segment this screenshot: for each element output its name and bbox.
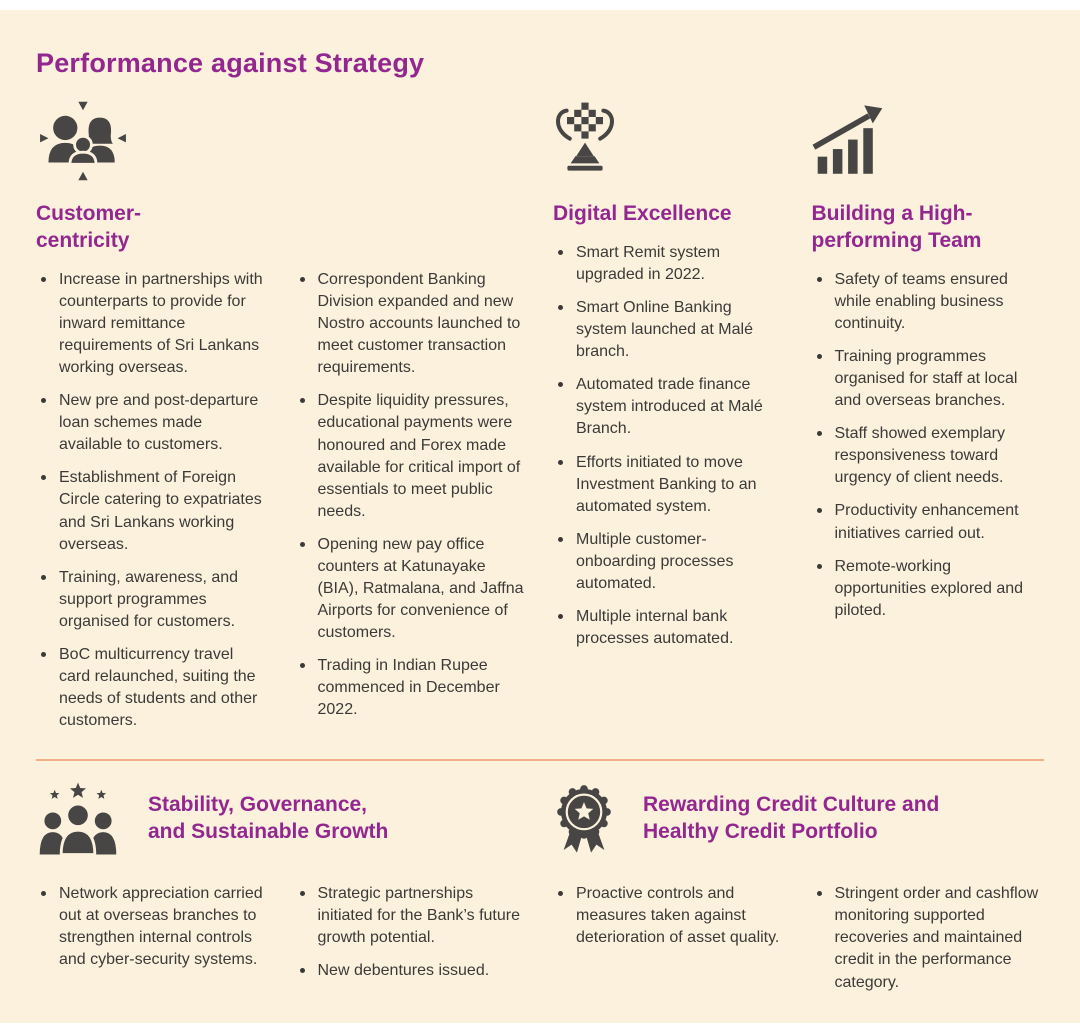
section-digital-excellence: Digital Excellence Smart Remit system up…	[553, 89, 786, 743]
list-item: Safety of teams ensured while enabling b…	[812, 269, 1045, 335]
list-item: Proactive controls and measures taken ag…	[553, 883, 786, 949]
list-item: Trading in Indian Rupee commenced in Dec…	[295, 655, 528, 721]
list-item: Increase in partnerships with counterpar…	[36, 269, 269, 379]
list-item: Training, awareness, and support program…	[36, 567, 269, 633]
page-title: Performance against Strategy	[36, 48, 425, 78]
content-canvas: Performance against Strategy	[0, 10, 1080, 1023]
rewarding-credit-list-2: Stringent order and cashflow monitoring …	[812, 883, 1045, 1004]
list-item: Multiple internal bank processes automat…	[553, 606, 786, 650]
list-item: Efforts initiated to move Investment Ban…	[553, 452, 786, 518]
list-item: Remote-working opportunities explored an…	[812, 556, 1045, 622]
trophy-icon	[556, 102, 614, 171]
stability-governance-list-1: Network appreciation carried out at over…	[36, 883, 269, 993]
list-item: New debentures issued.	[295, 960, 528, 982]
section-customer-centricity: Customer- centricity Increase in partner…	[36, 89, 269, 743]
section-customer-centricity-cont: Correspondent Banking Division expanded …	[295, 89, 528, 743]
high-performing-team-list: Safety of teams ensured while enabling b…	[812, 269, 1045, 622]
list-item: Despite liquidity pressures, educational…	[295, 390, 528, 522]
rewarding-credit-list-1: Proactive controls and measures taken ag…	[553, 883, 786, 1004]
top-sections-grid: Customer- centricity Increase in partner…	[36, 89, 1044, 743]
list-item: Multiple customer-onboarding processes a…	[553, 529, 786, 595]
list-item: New pre and post-departure loan schemes …	[36, 390, 269, 456]
rosette-star-badge-icon	[557, 785, 611, 853]
team-with-stars-icon	[39, 782, 117, 857]
list-item: Smart Remit system upgraded in 2022.	[553, 242, 786, 286]
digital-excellence-list: Smart Remit system upgraded in 2022. Sma…	[553, 242, 786, 650]
heading-high-performing-team: Building a High- performing Team	[811, 202, 982, 252]
customer-centricity-list-1: Increase in partnerships with counterpar…	[36, 269, 269, 732]
section-stability-governance: Stability, Governance, and Sustainable G…	[36, 779, 527, 1004]
list-item: Smart Online Banking system launched at …	[553, 297, 786, 363]
list-item: BoC multicurrency travel card relaunched…	[36, 644, 269, 732]
bottom-sections-grid: Stability, Governance, and Sustainable G…	[36, 779, 1044, 1004]
stability-governance-list-2: Strategic partnerships initiated for the…	[295, 883, 528, 993]
list-item: Productivity enhancement initiatives car…	[812, 500, 1045, 544]
heading-digital-excellence: Digital Excellence	[553, 202, 732, 225]
list-item: Strategic partnerships initiated for the…	[295, 883, 528, 949]
customer-centricity-list-2: Correspondent Banking Division expanded …	[295, 269, 528, 721]
growth-bar-chart-icon	[811, 105, 882, 174]
heading-rewarding-credit: Rewarding Credit Culture and Healthy Cre…	[643, 793, 940, 844]
list-item: Automated trade finance system introduce…	[553, 374, 786, 440]
list-item: Staff showed exemplary responsiveness to…	[812, 423, 1045, 489]
list-item: Stringent order and cashflow monitoring …	[812, 883, 1045, 993]
heading-stability-governance: Stability, Governance, and Sustainable G…	[148, 793, 389, 844]
list-item: Training programmes organised for staff …	[812, 346, 1045, 412]
family-inward-arrows-icon	[40, 101, 126, 181]
list-item: Network appreciation carried out at over…	[36, 883, 269, 971]
list-item: Establishment of Foreign Circle catering…	[36, 467, 269, 555]
list-item: Opening new pay office counters at Katun…	[295, 534, 528, 644]
list-item: Correspondent Banking Division expanded …	[295, 269, 528, 379]
heading-customer-centricity: Customer- centricity	[36, 202, 142, 252]
section-high-performing-team: Building a High- performing Team Safety …	[812, 89, 1045, 743]
section-divider	[36, 759, 1044, 762]
section-rewarding-credit: Rewarding Credit Culture and Healthy Cre…	[553, 779, 1044, 1004]
